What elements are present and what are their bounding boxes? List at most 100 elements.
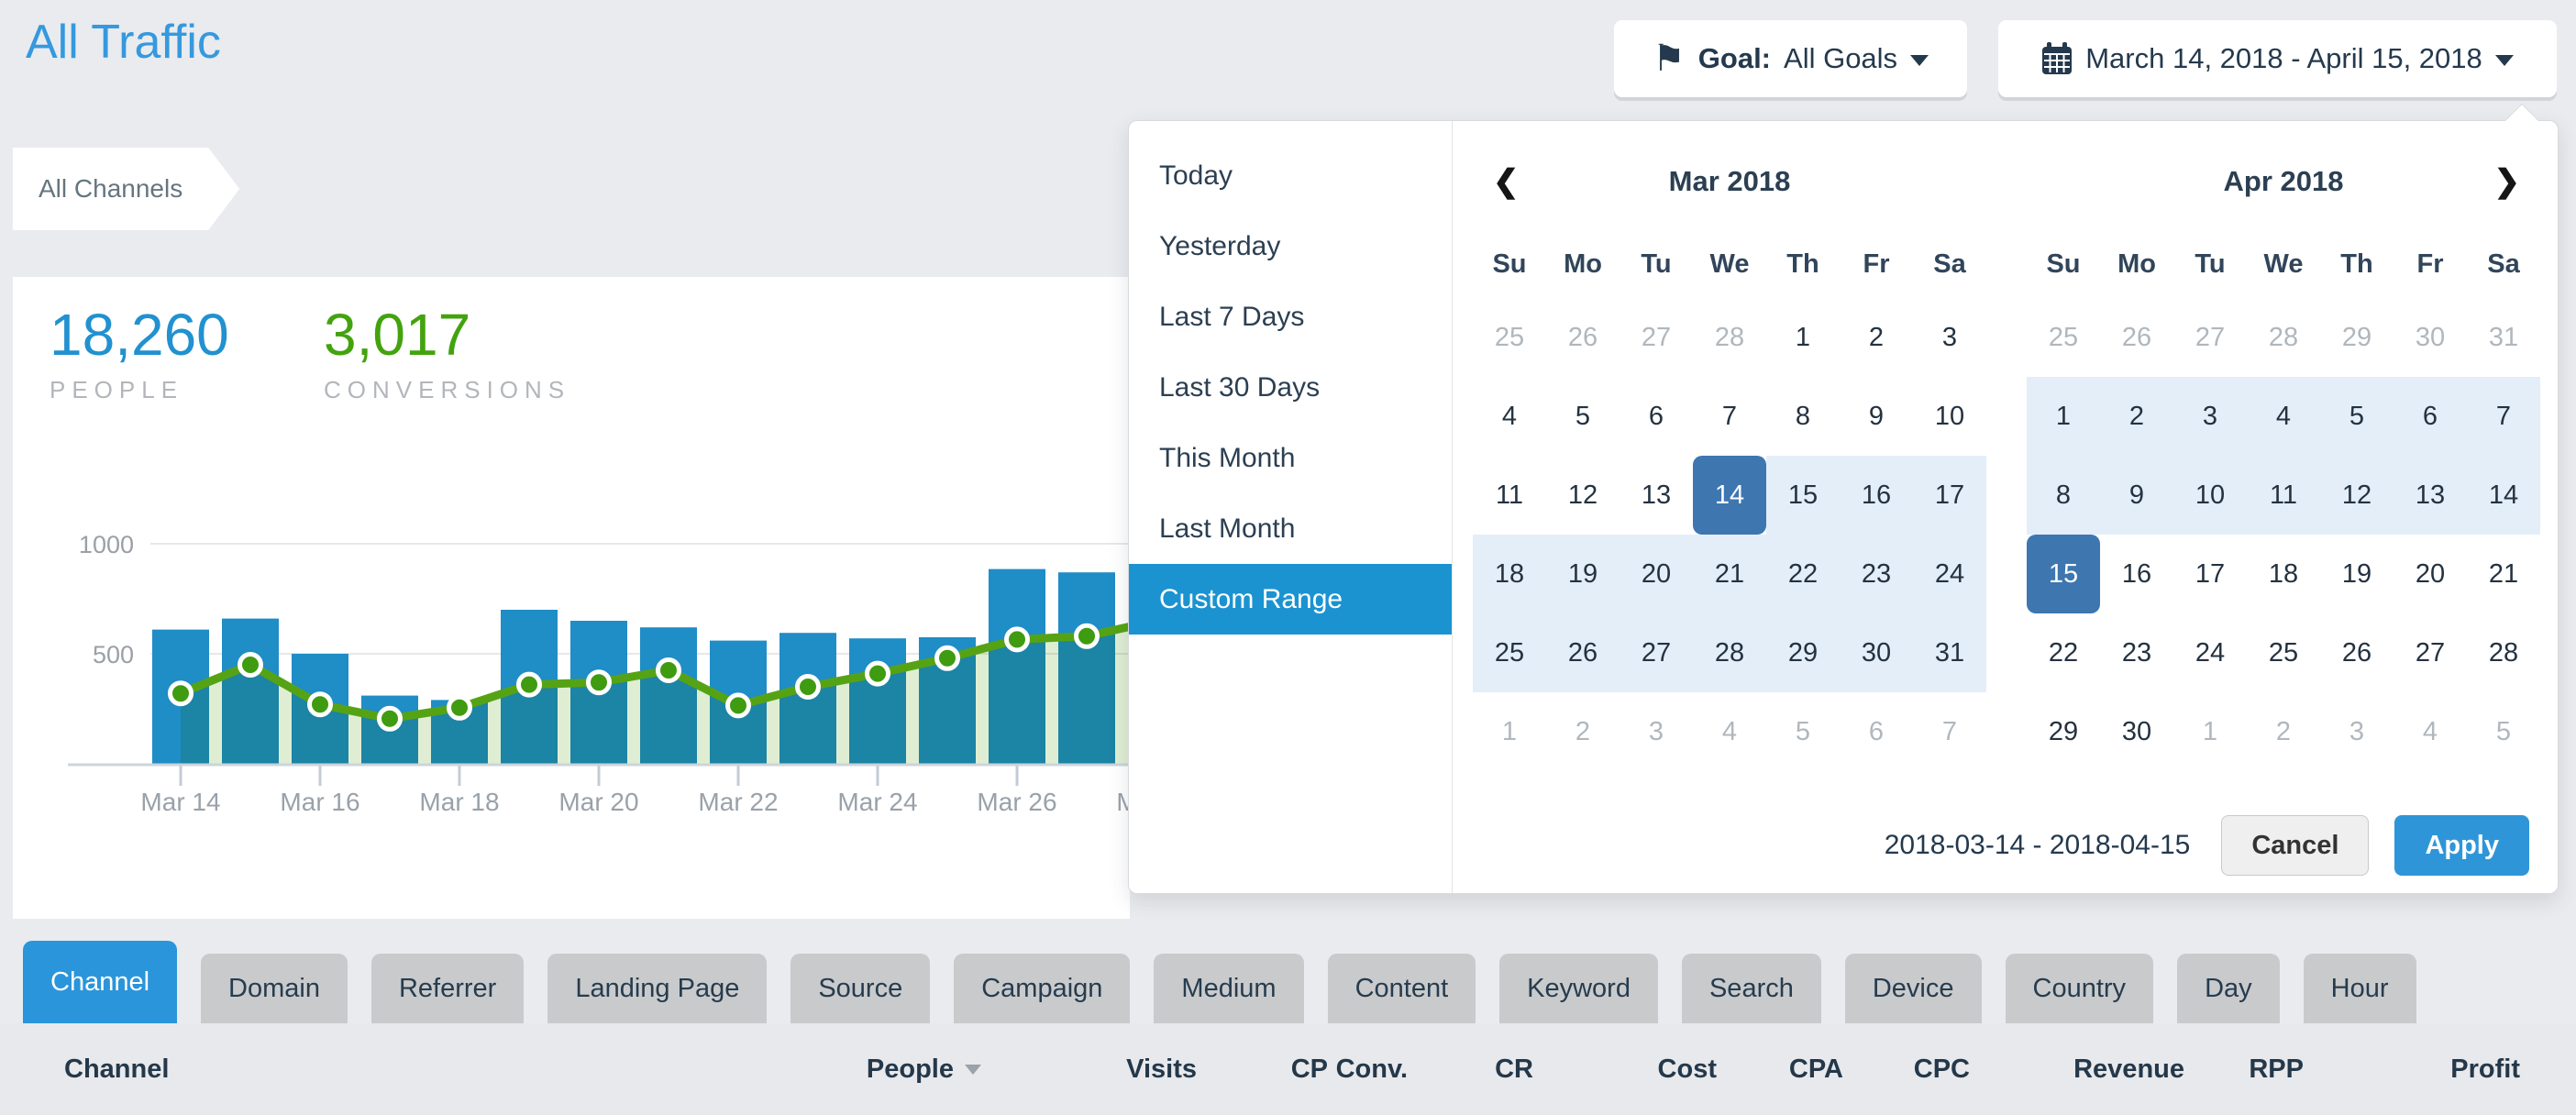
- calendar-day[interactable]: 4: [1501, 402, 1518, 431]
- calendar-day[interactable]: 28: [1714, 323, 1745, 352]
- tab-content[interactable]: Content: [1327, 954, 1476, 1023]
- calendar-day[interactable]: 19: [1546, 535, 1620, 613]
- calendar-day[interactable]: 10: [2173, 456, 2247, 535]
- column-header-cpa[interactable]: CPA: [1788, 1054, 1843, 1084]
- calendar-day[interactable]: 26: [1546, 613, 1620, 692]
- calendar-day[interactable]: 28: [2488, 638, 2519, 668]
- calendar-day[interactable]: 25: [2048, 323, 2079, 352]
- calendar-day[interactable]: 7: [1941, 717, 1958, 746]
- calendar-day[interactable]: 5: [2320, 377, 2394, 456]
- tab-source[interactable]: Source: [790, 954, 931, 1023]
- calendar-day[interactable]: 27: [2415, 638, 2446, 668]
- calendar-day[interactable]: 2: [1575, 717, 1591, 746]
- calendar-day[interactable]: 14: [2467, 456, 2540, 535]
- calendar-day[interactable]: 31: [2488, 323, 2519, 352]
- calendar-day[interactable]: 15: [1766, 456, 1840, 535]
- calendar-day[interactable]: 2: [1868, 323, 1885, 352]
- calendar-day[interactable]: 28: [1693, 613, 1766, 692]
- calendar-day[interactable]: 28: [2268, 323, 2299, 352]
- tab-referrer[interactable]: Referrer: [370, 954, 525, 1023]
- column-header-cpc[interactable]: CPC: [1913, 1054, 1970, 1084]
- calendar-day[interactable]: 9: [2100, 456, 2173, 535]
- calendar-day[interactable]: 5: [2495, 717, 2512, 746]
- tab-search[interactable]: Search: [1681, 954, 1821, 1023]
- calendar-day[interactable]: 16: [2121, 559, 2152, 589]
- tab-hour[interactable]: Hour: [2303, 954, 2416, 1023]
- calendar-day[interactable]: 6: [2394, 377, 2467, 456]
- calendar-day[interactable]: 15: [2027, 535, 2100, 613]
- calendar-day[interactable]: 4: [2422, 717, 2438, 746]
- preset-yesterday[interactable]: Yesterday: [1159, 231, 1281, 261]
- calendar-day[interactable]: 1: [2202, 717, 2218, 746]
- column-header-profit[interactable]: Profit: [2450, 1054, 2520, 1084]
- calendar-day[interactable]: 2: [2275, 717, 2292, 746]
- tab-medium[interactable]: Medium: [1154, 954, 1304, 1023]
- calendar-day[interactable]: 25: [2268, 638, 2299, 668]
- sort-desc-icon[interactable]: [965, 1065, 981, 1076]
- calendar-prev-icon[interactable]: ❮: [1493, 164, 1520, 199]
- calendar-day[interactable]: 24: [1913, 535, 1986, 613]
- calendar-day[interactable]: 5: [1575, 402, 1591, 431]
- calendar-day[interactable]: 7: [1721, 402, 1738, 431]
- tab-landing-page[interactable]: Landing Page: [547, 954, 768, 1023]
- calendar-day[interactable]: 19: [2341, 559, 2372, 589]
- calendar-day[interactable]: 3: [2349, 717, 2365, 746]
- breadcrumb-all-channels[interactable]: All Channels: [13, 148, 239, 230]
- date-range-button[interactable]: March 14, 2018 - April 15, 2018: [1998, 20, 2557, 97]
- calendar-day[interactable]: 1: [1501, 717, 1518, 746]
- tab-country[interactable]: Country: [2005, 954, 2154, 1023]
- calendar-day[interactable]: 12: [2320, 456, 2394, 535]
- calendar-day[interactable]: 23: [1840, 535, 1913, 613]
- calendar-day[interactable]: 11: [1495, 480, 1524, 510]
- calendar-day[interactable]: 27: [2195, 323, 2226, 352]
- calendar-day[interactable]: 29: [2048, 717, 2079, 746]
- calendar-day[interactable]: 11: [2247, 456, 2320, 535]
- calendar-day[interactable]: 6: [1648, 402, 1664, 431]
- calendar-day[interactable]: 27: [1620, 613, 1693, 692]
- calendar-day[interactable]: 4: [2247, 377, 2320, 456]
- column-header-channel[interactable]: Channel: [64, 1054, 170, 1084]
- preset-last-7-days[interactable]: Last 7 Days: [1159, 302, 1305, 332]
- preset-last-30-days[interactable]: Last 30 Days: [1159, 372, 1321, 403]
- column-header-cost[interactable]: Cost: [1657, 1054, 1717, 1084]
- preset-last-month[interactable]: Last Month: [1159, 513, 1296, 544]
- calendar-day[interactable]: 26: [1567, 323, 1598, 352]
- calendar-day[interactable]: 12: [1567, 480, 1598, 510]
- calendar-day[interactable]: 26: [2121, 323, 2152, 352]
- tab-channel[interactable]: Channel: [23, 941, 178, 1023]
- tab-campaign[interactable]: Campaign: [954, 954, 1131, 1023]
- calendar-day[interactable]: 24: [2195, 638, 2226, 668]
- column-header-cr[interactable]: CR: [1495, 1054, 1533, 1084]
- goal-dropdown-button[interactable]: ⚑ Goal: All Goals: [1614, 20, 1967, 97]
- column-header-visits[interactable]: Visits: [1126, 1054, 1197, 1084]
- calendar-day[interactable]: 22: [1766, 535, 1840, 613]
- column-header-cp[interactable]: CP: [1290, 1054, 1328, 1084]
- column-header-revenue[interactable]: Revenue: [2073, 1054, 2184, 1084]
- calendar-day[interactable]: 1: [1795, 323, 1811, 352]
- calendar-day[interactable]: 18: [1473, 535, 1546, 613]
- calendar-day[interactable]: 13: [1641, 480, 1672, 510]
- calendar-day[interactable]: 20: [1620, 535, 1693, 613]
- apply-button[interactable]: Apply: [2394, 815, 2529, 876]
- calendar-day[interactable]: 22: [2048, 638, 2079, 668]
- calendar-day[interactable]: 8: [2027, 456, 2100, 535]
- preset-this-month[interactable]: This Month: [1159, 443, 1296, 473]
- calendar-day[interactable]: 31: [1913, 613, 1986, 692]
- tab-device[interactable]: Device: [1844, 954, 1982, 1023]
- calendar-day[interactable]: 8: [1795, 402, 1811, 431]
- tab-keyword[interactable]: Keyword: [1499, 954, 1658, 1023]
- calendar-day[interactable]: 18: [2268, 559, 2299, 589]
- calendar-day[interactable]: 7: [2467, 377, 2540, 456]
- calendar-day[interactable]: 1: [2027, 377, 2100, 456]
- preset-today[interactable]: Today: [1159, 160, 1233, 191]
- column-header-rpp[interactable]: RPP: [2249, 1054, 2304, 1084]
- calendar-day[interactable]: 9: [1868, 402, 1885, 431]
- calendar-day[interactable]: 4: [1721, 717, 1738, 746]
- calendar-day[interactable]: 6: [1868, 717, 1885, 746]
- calendar-day[interactable]: 10: [1934, 402, 1965, 431]
- column-header-conv-[interactable]: Conv.: [1335, 1054, 1408, 1084]
- calendar-day[interactable]: 5: [1795, 717, 1811, 746]
- tab-domain[interactable]: Domain: [201, 954, 348, 1023]
- calendar-day[interactable]: 23: [2121, 638, 2152, 668]
- column-header-people[interactable]: People: [853, 1054, 981, 1085]
